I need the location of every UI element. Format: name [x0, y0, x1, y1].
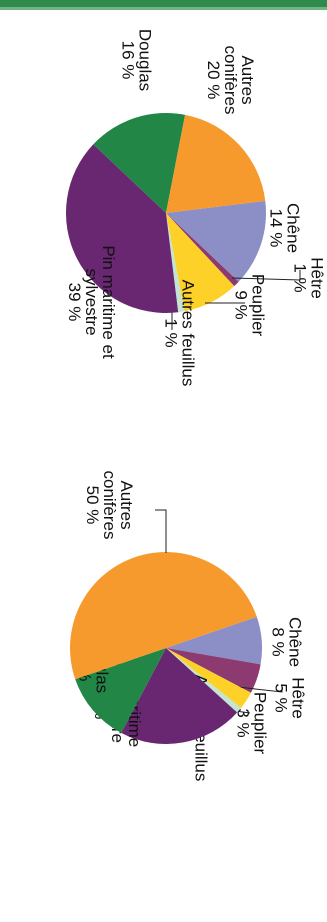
pie-chart-2: Chêne8 %Hêtre5 %Peuplier3 %Autres feuill…	[70, 471, 307, 782]
slice-label-line: 9 %	[232, 290, 251, 319]
slice-label-hetre: Hêtre5 %	[272, 677, 308, 719]
slice-label-line: 1 %	[291, 263, 310, 292]
slice-label-chene: Chêne14 %	[267, 203, 303, 253]
slice-label-line: 20 %	[204, 61, 223, 100]
slice-label-chene: Chêne8 %	[269, 617, 305, 667]
slice-label-douglas: Douglas16 %	[119, 29, 155, 91]
pie-chart-1: Chêne14 %Hêtre1 %Peuplier9 %Autres feuil…	[65, 29, 327, 387]
slice-label-autres-coniferes: Autresconifères50 %	[83, 471, 136, 540]
slice-label-line: 8 %	[269, 627, 288, 656]
slice-label-line: 1 %	[162, 318, 181, 347]
slice-label-line: 16 %	[119, 41, 138, 80]
slice-label-line: 50 %	[83, 486, 102, 525]
leader-line-autres-coniferes	[155, 510, 166, 553]
slice-label-line: 14 %	[267, 209, 286, 248]
slice-label-hetre: Hêtre1 %	[291, 257, 327, 299]
slice-label-line: 5 %	[272, 683, 291, 712]
slice-label-autres-coniferes: Autresconifères20 %	[204, 46, 257, 115]
slice-label-line: 39 %	[65, 283, 84, 322]
